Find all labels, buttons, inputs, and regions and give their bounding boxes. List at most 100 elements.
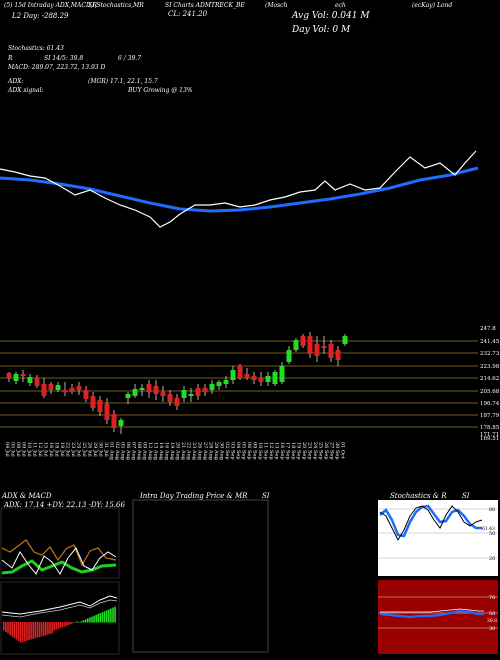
macd-bar <box>40 622 43 637</box>
down-candle <box>307 336 313 354</box>
price-tick-label: 232.73 <box>480 351 500 357</box>
minus-di-line <box>1 547 117 575</box>
price-tick-label: 169.51 <box>480 436 499 442</box>
macd-bar <box>105 610 108 623</box>
header-title-4: (Mosch <box>265 2 288 9</box>
down-candle <box>244 374 250 378</box>
up-candle <box>223 380 229 384</box>
date-label: 30 Sep <box>334 442 340 460</box>
macd-bar <box>30 622 32 640</box>
rsi-readout: SI 14/5: 39.8 <box>44 55 84 62</box>
macd-bar <box>80 621 83 623</box>
down-candle <box>69 388 75 392</box>
macd-bar <box>59 622 62 629</box>
macd-bar <box>32 622 34 639</box>
macd-bar <box>38 622 41 638</box>
price-tick-label: 196.74 <box>480 401 500 407</box>
date-label: 19 Aug <box>169 442 175 461</box>
macd-bar <box>63 622 66 627</box>
macd-bar <box>82 620 85 623</box>
macd-bar <box>36 622 39 638</box>
header-title-5: ech <box>335 2 346 9</box>
macd-bar <box>61 622 64 628</box>
date-label: 26 Sep <box>323 442 329 460</box>
date-label: 23 Sep <box>307 442 313 460</box>
date-label: 22 Jul <box>65 442 71 457</box>
down-candle <box>34 378 40 386</box>
down-candle <box>62 390 68 392</box>
up-candle <box>181 390 187 398</box>
date-label: 26 Aug <box>197 442 203 461</box>
date-label: 18 Sep <box>290 442 296 460</box>
stoch-value-label: 61.43 <box>482 526 495 532</box>
date-label: 23 Aug <box>191 442 197 461</box>
macd-bar <box>13 622 16 638</box>
date-label: 16 Sep <box>279 442 285 460</box>
macd-bar <box>28 622 30 641</box>
stoch-level-label: 20 <box>489 556 495 562</box>
macd-bar <box>26 622 28 641</box>
macd-bar <box>19 622 22 643</box>
down-candle <box>20 374 26 376</box>
macd-bar <box>34 622 37 639</box>
macd-bar <box>112 607 114 623</box>
macd-bar <box>108 609 110 623</box>
date-label: 13 Aug <box>153 442 159 461</box>
macd-bar <box>5 622 7 632</box>
date-label: 28 Aug <box>208 442 214 461</box>
macd-bar <box>57 622 60 629</box>
macd-bar <box>110 608 112 623</box>
up-candle <box>286 350 292 362</box>
date-label: 29 Jul <box>92 442 98 457</box>
adx-panel-title: ADX & MACD <box>2 492 52 500</box>
rsi-label: R <box>8 55 13 62</box>
stoch-panel-title-right: SI <box>462 492 470 500</box>
down-candle <box>174 398 180 406</box>
date-label: 12 Jul <box>37 442 43 457</box>
macd-bar <box>95 614 97 623</box>
date-label: 02 Sep <box>224 442 230 460</box>
up-candle <box>55 385 61 390</box>
date-label: 07 Aug <box>131 442 137 461</box>
macd-bar <box>15 622 18 640</box>
price-tick-label: 187.79 <box>480 413 500 419</box>
moving-average-line <box>0 166 479 213</box>
date-label: 11 Jul <box>32 442 38 457</box>
date-label: 25 Jul <box>81 442 87 457</box>
date-label: 11 Sep <box>263 442 269 460</box>
macd-bar <box>74 622 76 623</box>
up-candle <box>265 376 271 382</box>
header-title-2: SI,Stochastics,MR <box>88 2 144 9</box>
up-candle <box>230 370 236 380</box>
date-label: 19 Sep <box>296 442 302 460</box>
date-label: 20 Sep <box>301 442 307 460</box>
date-label: 16 Jul <box>48 442 54 457</box>
date-label: 04 Sep <box>235 442 241 460</box>
price-tick-label: 171.71 <box>480 432 499 438</box>
price-line <box>0 150 477 228</box>
price-tick-label: 178.85 <box>480 425 500 431</box>
adx-readout: (MGR) 17.1, 22.1, 15.7 <box>88 78 158 85</box>
price-tick-label: 223.98 <box>480 364 500 370</box>
adx-signal-label: ADX signal: <box>8 87 44 94</box>
date-label: 01 Oct <box>340 442 346 459</box>
down-candle <box>251 376 257 380</box>
down-candle <box>90 396 96 408</box>
date-label: 05 Aug <box>120 442 126 461</box>
date-label: 04 Jul <box>4 442 10 457</box>
up-candle <box>279 366 285 382</box>
date-label: 13 Sep <box>274 442 280 460</box>
macd-bar <box>24 622 26 642</box>
rsi-average-line <box>380 608 484 613</box>
adx-line <box>1 539 117 567</box>
macd-bar <box>55 622 58 630</box>
price-tick-label: 247.8 <box>480 326 496 332</box>
down-candle <box>202 388 208 392</box>
up-candle <box>13 374 19 381</box>
header-title-6: (ecKay) Lond <box>412 2 453 9</box>
macd-readout: MACD: 289.07, 223.72, 13.93 D <box>8 64 106 71</box>
rsi-level-label: 50 <box>489 611 495 617</box>
up-candle <box>125 394 131 398</box>
rsi-level-label: 30 <box>489 626 495 632</box>
date-label: 10 Jul <box>26 442 32 457</box>
